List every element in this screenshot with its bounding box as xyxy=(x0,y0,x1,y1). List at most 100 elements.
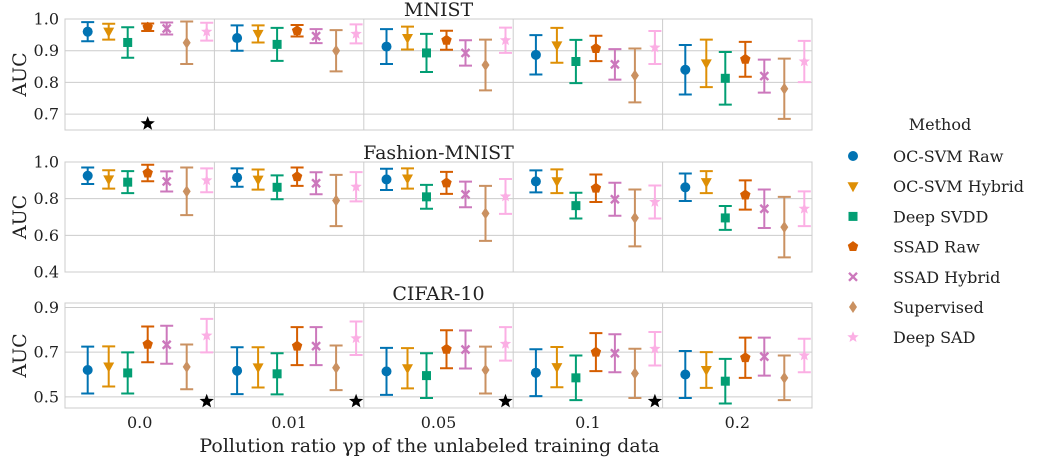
data-point xyxy=(142,21,153,32)
legend-entry-label: SSAD Raw xyxy=(893,238,980,257)
data-point xyxy=(161,176,172,187)
y-tick-label: 0.8 xyxy=(34,189,59,208)
data-point xyxy=(571,56,581,66)
x-tick-label: 0.2 xyxy=(725,413,750,432)
data-point xyxy=(441,177,452,188)
data-point xyxy=(123,368,133,378)
series-oc-svm-raw xyxy=(81,345,692,399)
data-point xyxy=(103,362,115,373)
data-point xyxy=(272,39,282,49)
y-tick-label: 1.0 xyxy=(34,10,59,29)
data-point xyxy=(798,202,811,214)
data-point xyxy=(680,64,691,75)
data-point xyxy=(200,174,213,186)
data-point xyxy=(700,59,712,70)
data-point xyxy=(103,175,115,186)
data-point xyxy=(311,341,321,351)
data-point xyxy=(700,178,712,189)
legend-entry-label: OC-SVM Hybrid xyxy=(893,177,1024,196)
panel-mnist: 0.7 0.8 0.9 1.0 MNIST AUC xyxy=(9,0,813,131)
data-point xyxy=(182,360,191,373)
panel-frame xyxy=(64,18,813,131)
data-point xyxy=(740,189,751,200)
series-ssad-hybrid xyxy=(160,21,771,94)
data-point xyxy=(460,344,471,355)
legend-marker xyxy=(848,271,858,282)
y-tick-label: 0.8 xyxy=(34,73,59,92)
series-deep-sad xyxy=(200,167,811,228)
data-point xyxy=(610,194,620,205)
data-point xyxy=(381,174,392,185)
data-point xyxy=(590,346,602,357)
series-ssad-raw xyxy=(141,163,752,211)
x-tick-label: 0.0 xyxy=(127,413,152,432)
data-point xyxy=(422,371,431,381)
data-point xyxy=(311,31,321,41)
data-point xyxy=(630,69,639,82)
legend-entry-label: OC-SVM Raw xyxy=(893,147,1004,166)
data-point xyxy=(332,194,341,207)
data-point xyxy=(630,367,639,380)
panel-cifar-10: 0.5 0.7 0.9 CIFAR-10 AUC xyxy=(9,283,813,409)
series-oc-svm-hybrid xyxy=(102,345,713,390)
data-point xyxy=(499,337,512,349)
data-point xyxy=(759,351,770,362)
data-point xyxy=(422,192,431,202)
series-deep-sad xyxy=(200,21,811,84)
data-point xyxy=(759,203,770,214)
legend-marker xyxy=(848,211,858,221)
data-point xyxy=(680,182,691,193)
series-ssad-raw xyxy=(141,325,752,379)
data-point xyxy=(798,55,811,67)
data-point xyxy=(311,178,321,189)
series-deep-svdd xyxy=(121,170,732,231)
data-point xyxy=(82,26,93,37)
series-deep-svdd xyxy=(121,351,732,405)
data-point xyxy=(481,364,490,377)
y-axis-label: AUC xyxy=(9,52,31,97)
data-point xyxy=(232,172,243,183)
data-point xyxy=(481,58,490,71)
data-point xyxy=(82,365,93,376)
y-tick-label: 0.4 xyxy=(34,263,59,282)
data-point xyxy=(780,371,789,384)
best-star-marker xyxy=(647,393,663,408)
data-point xyxy=(610,59,620,70)
data-point xyxy=(350,27,362,39)
data-point xyxy=(740,53,751,64)
series-deep-svdd xyxy=(121,26,732,106)
panel-fashion-mnist: 0.4 0.6 0.8 1.0 Fashion-MNIST AUC xyxy=(9,142,813,282)
data-point xyxy=(200,329,213,341)
data-point xyxy=(123,37,133,47)
data-point xyxy=(481,207,490,220)
data-point xyxy=(630,211,639,224)
data-point xyxy=(252,363,264,374)
data-point xyxy=(350,332,362,344)
y-tick-label: 0.6 xyxy=(34,226,59,245)
y-tick-label: 0.7 xyxy=(34,105,59,124)
data-point xyxy=(649,41,661,53)
data-point xyxy=(530,176,541,187)
data-point xyxy=(272,369,282,379)
data-point xyxy=(252,175,264,186)
legend-marker xyxy=(848,151,858,161)
series-oc-svm-hybrid xyxy=(102,167,713,195)
data-point xyxy=(551,177,563,188)
y-tick-label: 0.7 xyxy=(34,343,59,362)
series-deep-sad xyxy=(200,317,811,374)
data-point xyxy=(571,373,581,383)
best-star-marker xyxy=(140,116,155,130)
data-point xyxy=(460,189,471,200)
data-point xyxy=(798,349,811,361)
panel-frame xyxy=(64,161,813,273)
series-ssad-raw xyxy=(141,21,752,78)
data-point xyxy=(402,34,413,45)
data-point xyxy=(402,174,413,185)
legend-entry-label: SSAD Hybrid xyxy=(893,268,1000,287)
data-point xyxy=(332,361,341,374)
data-point xyxy=(402,364,413,375)
series-oc-svm-hybrid xyxy=(102,22,713,89)
series-supervised xyxy=(180,343,791,402)
panel-title: Fashion-MNIST xyxy=(363,142,514,164)
